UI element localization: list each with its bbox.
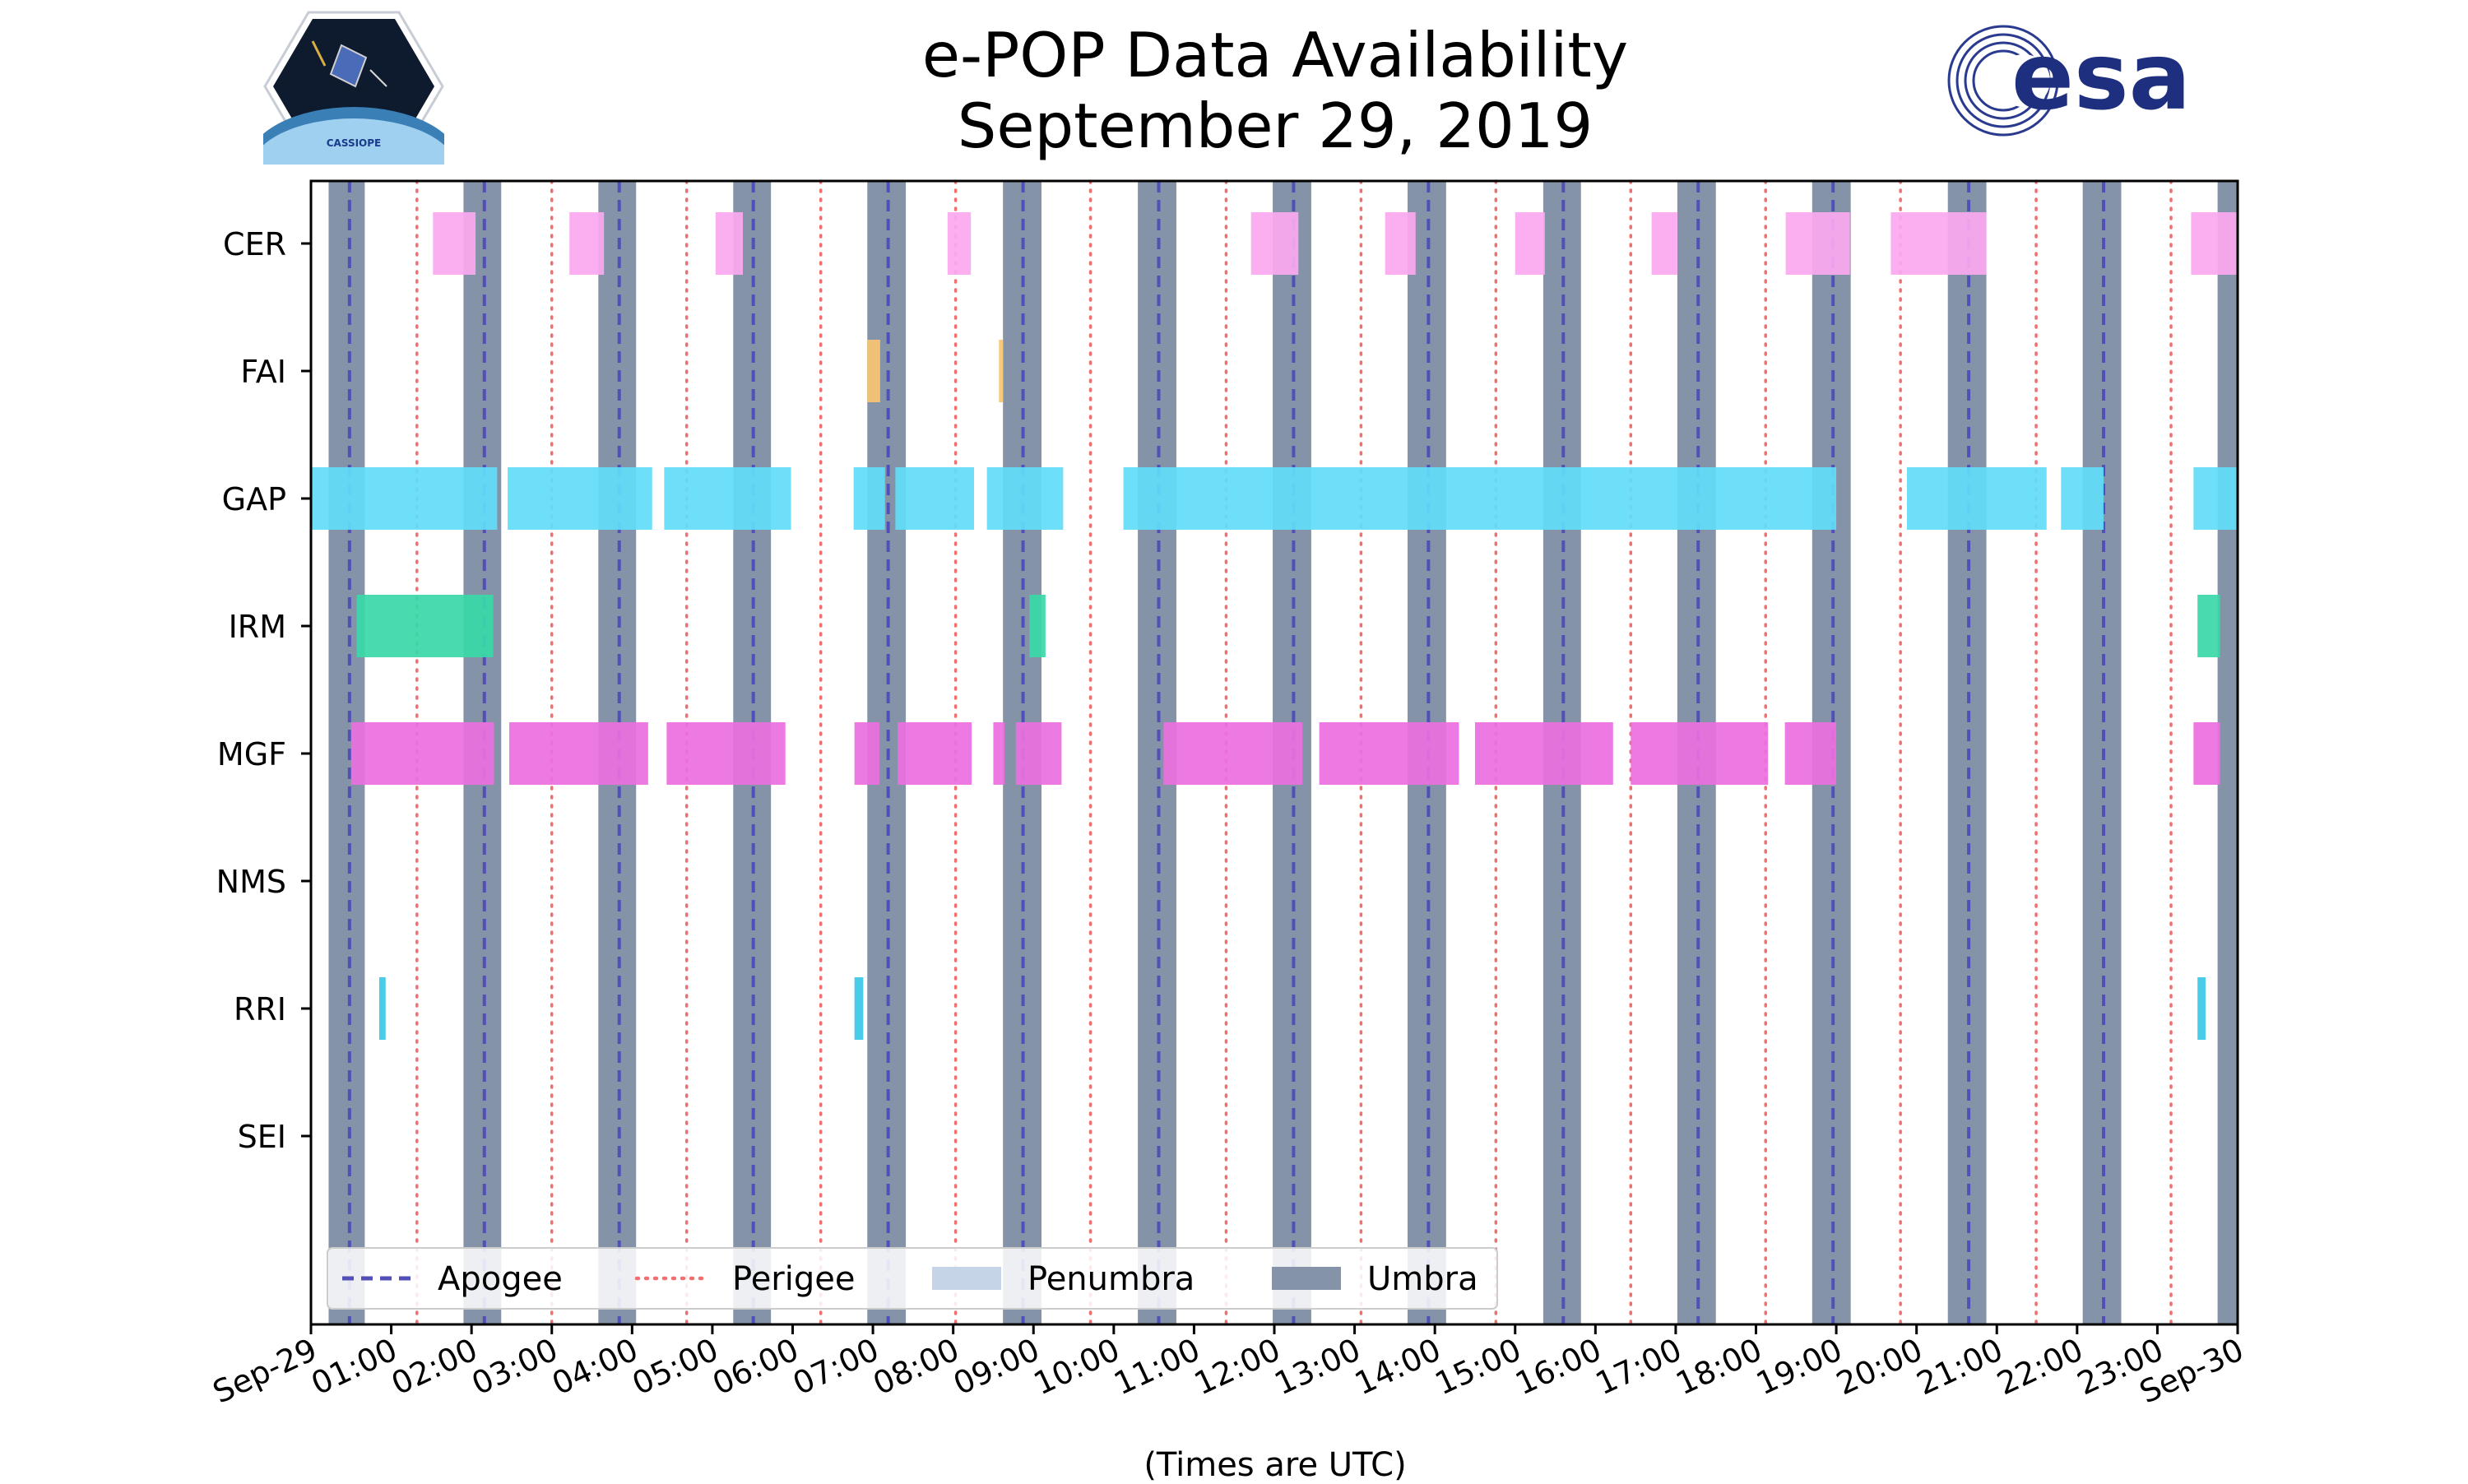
data-bar-cer [1250,212,1299,275]
data-bar-mgf [350,722,494,785]
x-tick-label: 09:00 [948,1331,1045,1402]
data-bar-mgf [1015,722,1062,785]
esa-logo: esa [1947,24,2191,137]
data-bar-cer [1890,212,1987,275]
x-tick-label: 18:00 [1670,1331,1767,1402]
y-tick-label: CER [223,226,286,262]
data-bar-cer [1651,212,1677,275]
data-bar-mgf [993,722,1005,785]
data-bar-mgf [1474,722,1613,785]
data-bar-mgf [666,722,786,785]
legend-label-umbra: Umbra [1367,1260,1478,1298]
data-bar-gap [2061,467,2104,530]
data-bar-mgf [898,722,972,785]
data-bar-cer [947,212,972,275]
data-bar-cer [569,212,605,275]
data-bar-rri [854,977,864,1040]
data-bar-gap [1906,467,2047,530]
data-bar-cer [715,212,743,275]
y-tick-label: NMS [216,864,286,900]
x-tick-label: 16:00 [1510,1331,1607,1402]
x-tick-label: 17:00 [1590,1331,1687,1402]
x-tick-label: 19:00 [1751,1331,1848,1402]
cassiope-logo: CASSIOPE [263,11,444,165]
data-bar-fai [999,340,1004,402]
data-bar-gap [508,467,652,530]
x-tick-label: 08:00 [868,1331,965,1402]
y-tick-label: GAP [222,481,286,517]
legend-label-perigee: Perigee [732,1260,855,1298]
data-bar-gap [664,467,791,530]
chart-title-line1: e-POP Data Availability [921,19,1629,91]
legend-label-penumbra: Penumbra [1028,1260,1195,1298]
data-bar-gap [2193,467,2238,530]
data-bar-rri [378,977,386,1040]
x-tick-label: 21:00 [1911,1331,2008,1402]
data-bar-gap [1123,467,1837,530]
data-bar-irm [1029,595,1046,657]
y-tick-label: SEI [238,1119,286,1155]
data-bar-irm [2197,595,2220,657]
data-bar-gap [986,467,1064,530]
data-bar-mgf [2193,722,2220,785]
data-bar-mgf [509,722,648,785]
x-tick-label: 22:00 [1992,1331,2089,1402]
data-bar-cer [433,212,476,275]
x-tick-label: 10:00 [1028,1331,1125,1402]
data-bar-mgf [854,722,879,785]
data-bar-gap [853,467,885,530]
data-bar-cer [1385,212,1416,275]
data-bar-mgf [1784,722,1837,785]
cassiope-logo-text: CASSIOPE [327,137,382,149]
data-bar-rri [2197,977,2206,1040]
esa-logo-text: esa [2011,24,2191,131]
data-bar-mgf [1319,722,1459,785]
x-tick-label: Sep-29 [207,1331,322,1410]
legend-penumbra-swatch [932,1267,1001,1290]
x-tick-label: 01:00 [306,1331,403,1402]
legend-umbra-swatch [1272,1267,1341,1290]
legend-label-apogee: Apogee [438,1260,563,1298]
x-tick-label: 02:00 [386,1331,483,1402]
x-tick-label: 07:00 [787,1331,884,1402]
data-bar-cer [1785,212,1850,275]
data-bar-gap [311,467,498,530]
x-tick-label: 03:00 [466,1331,564,1402]
x-tick-label: 20:00 [1831,1331,1928,1402]
x-tick-label: 05:00 [627,1331,724,1402]
data-bar-cer [1515,212,1545,275]
y-tick-label: RRI [234,991,286,1027]
data-bar-gap [895,467,975,530]
x-tick-label: 11:00 [1108,1331,1205,1402]
data-bar-irm [356,595,494,657]
x-tick-label: 04:00 [546,1331,643,1402]
legend-box [327,1247,1498,1310]
x-tick-label: 13:00 [1269,1331,1366,1402]
y-tick-label: MGF [217,736,286,772]
x-tick-label: 15:00 [1430,1331,1527,1402]
data-bar-fai [867,340,880,402]
chart-title-line2: September 29, 2019 [957,90,1594,162]
legend: Apogee Perigee Penumbra Umbra [327,1247,1498,1310]
x-tick-label: 06:00 [707,1331,804,1402]
x-tick-label: 14:00 [1349,1331,1446,1402]
y-tick-label: IRM [229,609,286,645]
y-tick-label: FAI [240,354,286,390]
data-bar-mgf [1163,722,1303,785]
data-bar-mgf [1631,722,1769,785]
x-tick-label: 12:00 [1189,1331,1286,1402]
x-axis-label: (Times are UTC) [1144,1446,1407,1484]
umbra-band [2217,181,2238,1324]
data-bar-cer [2191,212,2238,275]
